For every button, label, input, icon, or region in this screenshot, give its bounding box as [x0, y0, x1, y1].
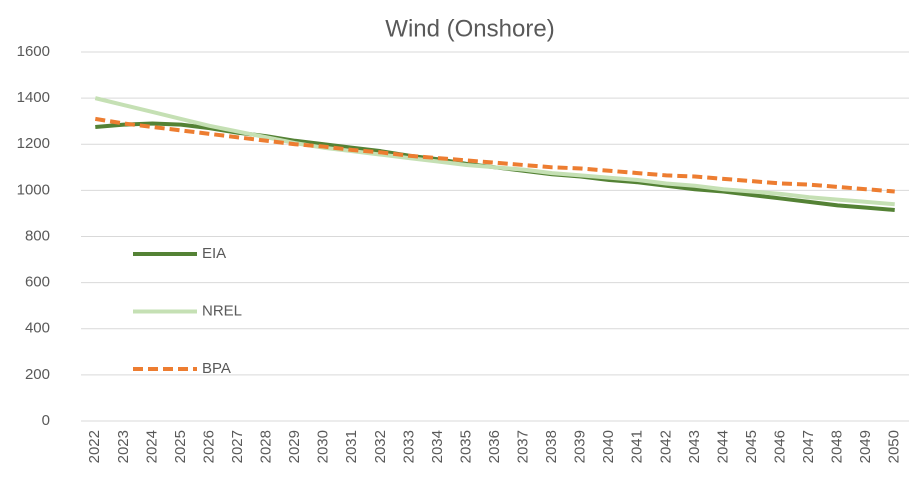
series-line [94, 96, 895, 207]
x-tick-label: 2024 [143, 430, 160, 463]
y-tick-label: 1200 [17, 135, 50, 152]
y-tick-label: 400 [25, 320, 50, 337]
y-tick-label: 200 [25, 366, 50, 383]
x-tick-label: 2026 [200, 430, 217, 463]
x-tick-label: 2043 [686, 430, 703, 463]
x-tick-label: 2023 [115, 430, 132, 463]
x-tick-label: 2029 [286, 430, 303, 463]
x-tick-label: 2050 [886, 430, 903, 463]
x-tick-label: 2049 [857, 430, 874, 463]
x-tick-label: 2022 [86, 430, 103, 463]
x-tick-label: 2041 [629, 430, 646, 463]
x-tick-label: 2034 [429, 430, 446, 463]
chart-title: Wind (Onshore) [385, 15, 554, 42]
x-tick-label: 2045 [743, 430, 760, 463]
x-tick-label: 2044 [714, 430, 731, 463]
x-tick-label: 2033 [400, 430, 417, 463]
x-tick-label: 2040 [600, 430, 617, 463]
x-tick-label: 2035 [457, 430, 474, 463]
x-tick-label: 2031 [343, 430, 360, 463]
x-tick-label: 2047 [800, 430, 817, 463]
y-tick-label: 0 [42, 412, 50, 429]
legend-label: EIA [202, 245, 226, 262]
x-tick-label: 2046 [771, 430, 788, 463]
x-tick-label: 2036 [486, 430, 503, 463]
x-tick-label: 2030 [315, 430, 332, 463]
y-tick-label: 800 [25, 227, 50, 244]
legend-label: BPA [202, 360, 231, 377]
y-tick-label: 600 [25, 274, 50, 291]
y-tick-label: 1400 [17, 89, 50, 106]
x-tick-label: 2038 [543, 430, 560, 463]
x-tick-label: 2028 [258, 430, 275, 463]
x-tick-label: 2042 [657, 430, 674, 463]
x-tick-label: 2037 [515, 430, 532, 463]
y-tick-label: 1600 [17, 43, 50, 60]
x-tick-label: 2032 [372, 430, 389, 463]
x-tick-label: 2039 [572, 430, 589, 463]
x-tick-label: 2027 [229, 430, 246, 463]
y-tick-label: 1000 [17, 181, 50, 198]
series-line [94, 116, 895, 194]
legend-label: NREL [202, 302, 242, 319]
x-tick-label: 2048 [829, 430, 846, 463]
x-tick-label: 2025 [172, 430, 189, 463]
